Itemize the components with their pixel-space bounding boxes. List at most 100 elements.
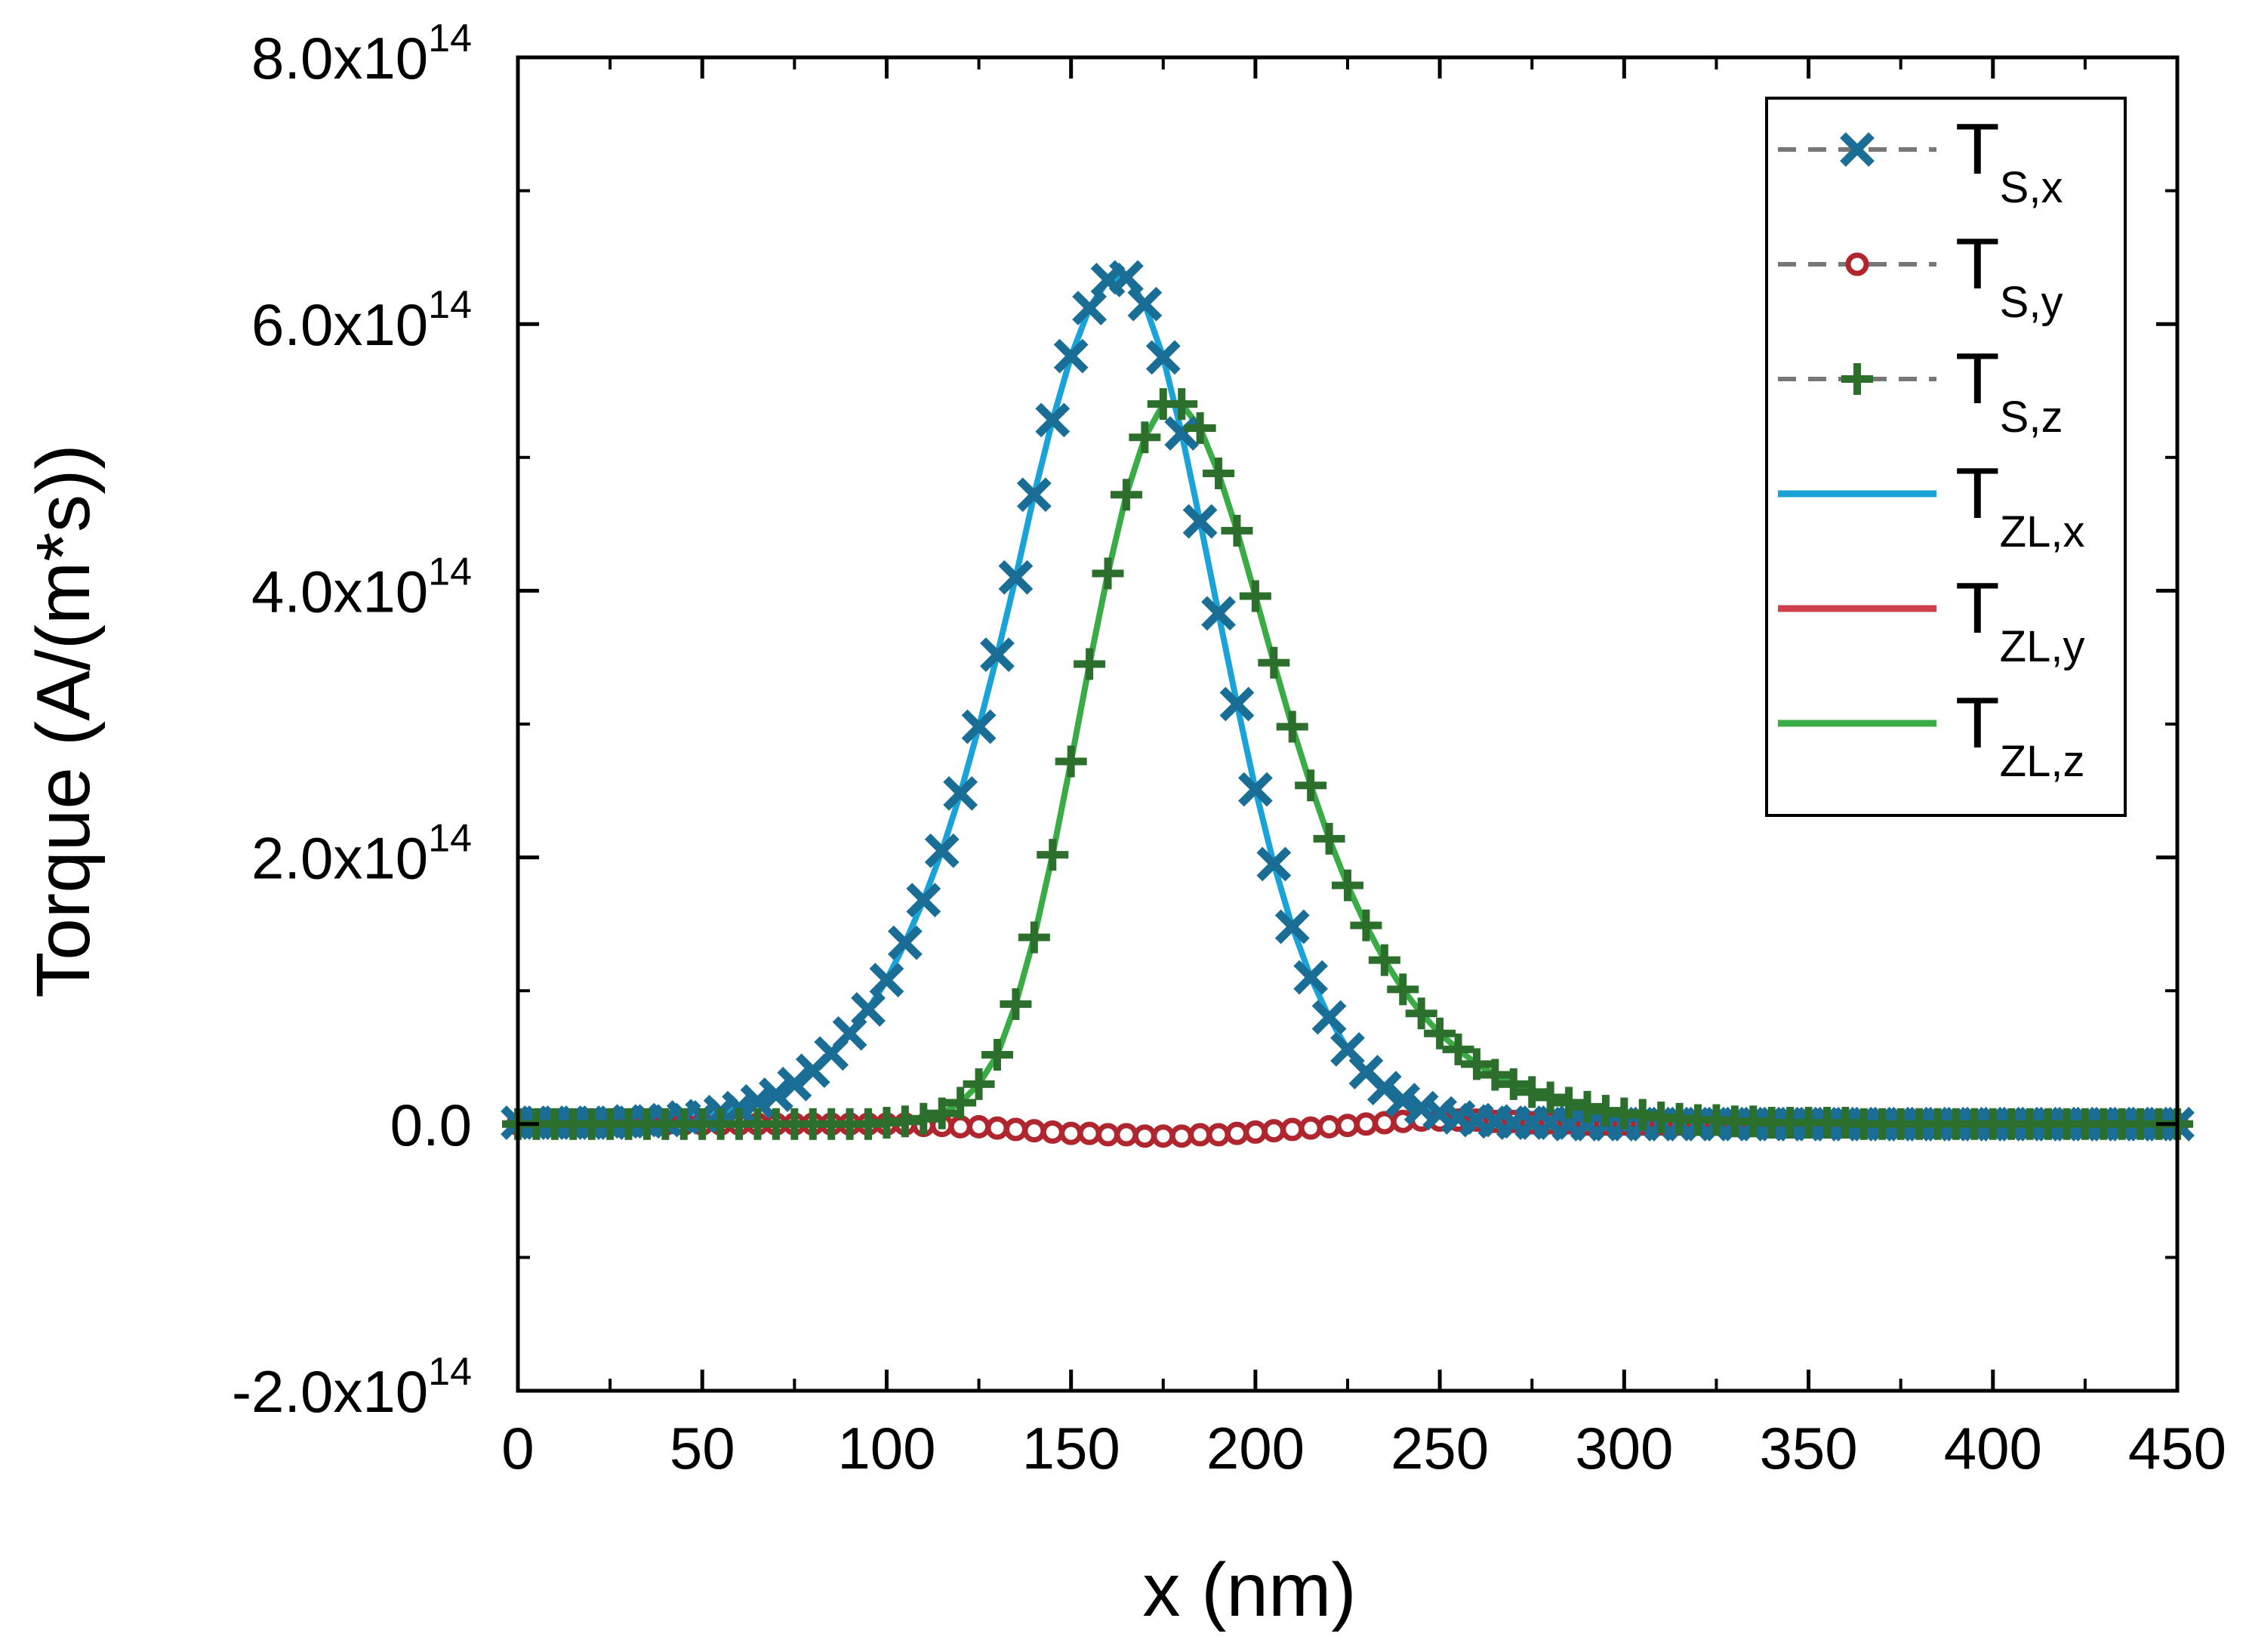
data-point bbox=[1166, 388, 1198, 421]
data-point bbox=[906, 883, 941, 918]
data-point bbox=[1127, 286, 1163, 322]
data-point bbox=[961, 709, 997, 744]
data-point bbox=[1169, 1124, 1194, 1148]
data-point bbox=[1276, 710, 1308, 743]
data-point bbox=[1129, 421, 1161, 454]
data-point bbox=[1256, 846, 1292, 882]
data-point bbox=[1132, 1124, 1157, 1148]
data-point bbox=[1243, 1120, 1268, 1144]
series-layer bbox=[501, 260, 2195, 1148]
data-point bbox=[926, 1097, 958, 1130]
data-point bbox=[1460, 1048, 1493, 1080]
data-point bbox=[1053, 338, 1089, 374]
data-point bbox=[1182, 504, 1218, 539]
data-point bbox=[1040, 1120, 1064, 1144]
series-markers-tsx bbox=[501, 260, 2195, 1142]
data-point bbox=[967, 1114, 991, 1139]
data-point bbox=[1571, 1090, 1604, 1123]
data-point bbox=[1201, 596, 1236, 631]
y-tick-label: 6.0x1014 bbox=[251, 283, 472, 358]
data-point bbox=[948, 1114, 972, 1139]
x-tick-label: 450 bbox=[2128, 1415, 2226, 1481]
data-point bbox=[1280, 1117, 1305, 1142]
data-point bbox=[1442, 1033, 1474, 1065]
data-point bbox=[869, 963, 904, 997]
data-point bbox=[1424, 1017, 1456, 1049]
x-tick-label: 400 bbox=[1944, 1415, 2042, 1481]
y-tick-label: 8.0x1014 bbox=[251, 17, 472, 91]
data-point bbox=[1387, 973, 1419, 1006]
data-point bbox=[1096, 1123, 1120, 1147]
ticks-layer: 0 50 100 150 200 250 300 350 400 450 -2.0x1014 0.0 2… bbox=[232, 17, 2226, 1481]
data-point bbox=[887, 925, 923, 960]
legend-label: TS,z bbox=[1955, 338, 2063, 442]
data-point bbox=[1385, 1083, 1421, 1117]
data-point bbox=[1293, 960, 1329, 995]
data-point bbox=[1003, 1117, 1027, 1142]
data-point bbox=[1258, 646, 1290, 679]
x-tick-label: 350 bbox=[1759, 1415, 1857, 1481]
data-point bbox=[1311, 1000, 1347, 1035]
legend-item: TZL,y bbox=[1778, 568, 2084, 671]
data-point bbox=[1479, 1059, 1511, 1091]
data-point bbox=[740, 1083, 775, 1119]
legend-label: TZL,y bbox=[1955, 568, 2084, 671]
x-tick-label: 0 bbox=[501, 1415, 534, 1481]
legend-label: TZL,x bbox=[1955, 453, 2084, 556]
data-point bbox=[1553, 1086, 1585, 1119]
series-markers-tsz bbox=[502, 388, 2193, 1140]
data-point bbox=[1109, 260, 1144, 295]
data-point bbox=[851, 992, 886, 1027]
data-point bbox=[1035, 402, 1071, 438]
data-point bbox=[1110, 479, 1142, 511]
legend-marker bbox=[1841, 363, 1873, 395]
x-tick-label: 200 bbox=[1206, 1415, 1305, 1481]
data-point bbox=[1074, 648, 1106, 680]
legend-label: TS,x bbox=[1955, 109, 2063, 212]
data-point bbox=[980, 637, 1015, 673]
y-tick-label: -2.0x1014 bbox=[232, 1350, 472, 1425]
data-point bbox=[1317, 1114, 1342, 1139]
data-point bbox=[1237, 772, 1273, 807]
data-point bbox=[1055, 745, 1087, 778]
data-point bbox=[1016, 477, 1052, 513]
data-point bbox=[1313, 822, 1345, 855]
data-point bbox=[1295, 769, 1327, 802]
data-point bbox=[1274, 909, 1310, 945]
data-point bbox=[1405, 997, 1437, 1030]
data-point bbox=[1336, 1114, 1360, 1138]
data-point bbox=[1000, 988, 1032, 1020]
legend: TS,x TS,y TS,z TZL,x TZL,y TZL,z bbox=[1765, 97, 2127, 817]
legend-label: TS,y bbox=[1955, 223, 2063, 327]
data-point bbox=[1221, 514, 1253, 547]
data-point bbox=[1037, 839, 1069, 871]
legend-item: TS,x bbox=[1778, 109, 2063, 212]
x-tick-label: 250 bbox=[1391, 1415, 1489, 1481]
data-point bbox=[981, 1038, 1013, 1071]
data-point bbox=[1262, 1119, 1286, 1143]
legend-item: TS,z bbox=[1778, 338, 2063, 442]
data-point bbox=[944, 1086, 977, 1119]
x-tick-label: 300 bbox=[1575, 1415, 1673, 1481]
x-tick-label: 50 bbox=[670, 1415, 735, 1481]
data-point bbox=[1497, 1068, 1530, 1100]
data-point bbox=[1188, 1123, 1212, 1147]
data-point bbox=[1022, 1119, 1046, 1143]
data-point bbox=[722, 1090, 756, 1126]
data-point bbox=[1072, 291, 1107, 325]
data-point bbox=[1354, 1112, 1378, 1136]
legend-item: TZL,z bbox=[1778, 683, 2084, 786]
y-tick-label: 4.0x1014 bbox=[251, 550, 472, 624]
data-point bbox=[1332, 869, 1363, 902]
legend-marker bbox=[1845, 252, 1869, 276]
data-point bbox=[1184, 411, 1216, 444]
data-point bbox=[1151, 1124, 1175, 1148]
x-axis-label: x (nm) bbox=[1142, 1548, 1356, 1632]
legend-label: TZL,z bbox=[1955, 683, 2084, 786]
y-tick-label: 2.0x1014 bbox=[251, 817, 472, 892]
data-point bbox=[1368, 944, 1400, 976]
data-point bbox=[1366, 1071, 1402, 1106]
x-tick-label: 100 bbox=[837, 1415, 935, 1481]
